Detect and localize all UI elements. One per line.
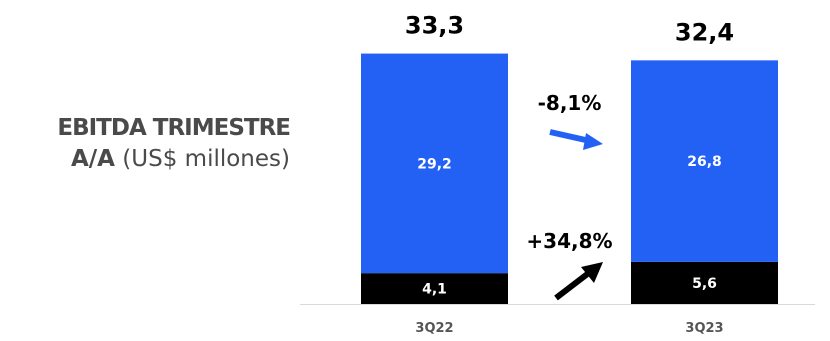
chart-title: EBITDA TRIMESTRE [57,115,291,141]
chart-subtitle-units: (US$ millones) [115,146,290,172]
annotation-lower-change: +34,8% [526,229,612,253]
black-arrow-icon [581,262,603,283]
bar-segment-3q23-lower [631,261,778,304]
data-label-3q23-lower: 5,6 [692,276,717,292]
bar-segment-3q22-upper [361,53,508,274]
blue-arrow-shaft [549,129,591,144]
data-label-3q22-upper: 29,2 [417,156,452,172]
data-label-3q22-lower: 4,1 [422,282,447,298]
bar-segment-3q23-upper [631,60,778,262]
x-tick-label-3q22: 3Q22 [415,321,453,336]
chart-subtitle: A/A (US$ millones) [0,143,290,175]
bar-segment-3q22-lower [361,273,508,304]
data-label-3q23-upper: 26,8 [687,154,722,170]
total-label-3q22: 33,3 [405,12,464,40]
chart-side-title: EBITDA TRIMESTRE A/A (US$ millones) [0,113,291,175]
total-label-3q23: 32,4 [675,18,734,46]
black-arrow-shaft [554,269,592,301]
annotation-upper-change: -8,1% [538,91,602,115]
x-tick-label-3q23: 3Q23 [685,321,723,336]
chart-subtitle-bold: A/A [70,146,115,172]
blue-arrow-icon [583,133,603,150]
